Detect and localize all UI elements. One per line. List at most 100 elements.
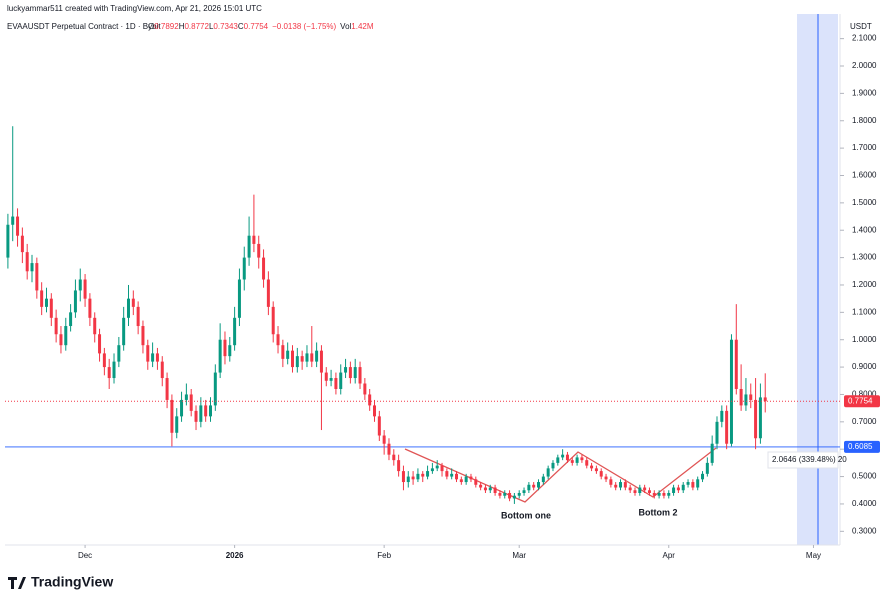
candle-body: [329, 378, 333, 381]
candle-body: [208, 405, 212, 417]
candle-body: [705, 462, 709, 474]
price-label-box: [844, 440, 880, 453]
candle-body: [98, 334, 102, 354]
candle-body: [725, 410, 729, 444]
candle-body: [44, 298, 48, 307]
candle-body: [40, 290, 44, 307]
candle-body: [339, 372, 343, 389]
candle-body: [334, 378, 338, 389]
candle-body: [575, 457, 579, 463]
y-tick-label: 1.6000: [852, 171, 877, 180]
candle-body: [474, 479, 478, 485]
candle-body: [112, 361, 116, 379]
candle-body: [556, 457, 560, 463]
candle-body: [93, 317, 97, 335]
candle-body: [64, 326, 68, 346]
candle-body: [623, 482, 627, 488]
candle-body: [165, 378, 169, 400]
y-tick-label: 1.8000: [852, 116, 877, 125]
candle-body: [701, 473, 705, 480]
candle-body: [614, 484, 618, 488]
legend-item: C: [238, 22, 244, 31]
candle-body: [54, 317, 58, 335]
candle-body: [532, 484, 536, 488]
candle-body: [691, 482, 695, 488]
candle-body: [585, 460, 589, 466]
y-tick-label: 1.2000: [852, 280, 877, 289]
candle-body: [368, 394, 372, 406]
candle-body: [353, 367, 357, 379]
candle-body: [290, 350, 294, 368]
candle-body: [155, 353, 159, 362]
candle-body: [223, 339, 227, 357]
candle-body: [561, 454, 565, 458]
candle-body: [512, 495, 516, 499]
candle-body: [445, 471, 449, 477]
candle-body: [117, 345, 121, 362]
candle-body: [652, 492, 656, 496]
candle-body: [237, 279, 241, 318]
candle-body: [430, 468, 434, 472]
ohlc-legend: O0.7892H0.8772L0.7343C0.7754 −0.0138 (−1.…: [148, 22, 374, 31]
candle-body: [146, 345, 150, 362]
candle-body: [565, 454, 569, 461]
legend-item: L: [209, 22, 214, 31]
candle-body: [696, 479, 700, 488]
y-tick-label: 0.9000: [852, 362, 877, 371]
candle-body: [387, 443, 391, 455]
y-tick-label: 2.0000: [852, 61, 877, 70]
candle-body: [469, 476, 473, 480]
candle-body: [382, 435, 386, 444]
candle-body: [710, 443, 714, 463]
candle-body: [619, 482, 623, 488]
annotation: 2.0646 (339.48%) 20: [772, 455, 847, 464]
author-line: luckyammar511 created with TradingView.c…: [7, 4, 262, 13]
candle-body: [763, 397, 767, 402]
candle-body: [295, 356, 299, 368]
candle-body: [324, 372, 328, 381]
y-tick-label: 0.8000: [852, 390, 877, 399]
candle-body: [647, 490, 651, 493]
candle-body: [729, 339, 733, 444]
candle-body: [483, 487, 487, 491]
candle-body: [276, 334, 280, 346]
candle-body: [257, 243, 261, 258]
candle-body: [594, 468, 598, 472]
candle-body: [397, 460, 401, 472]
candle-body: [305, 353, 309, 362]
candle-body: [392, 454, 396, 461]
candle-body: [537, 482, 541, 488]
candle-body: [25, 252, 29, 272]
candle-body: [35, 263, 39, 291]
candle-body: [300, 356, 304, 362]
candle-body: [247, 235, 251, 258]
candle-body: [233, 317, 237, 346]
measure-box: [767, 451, 839, 469]
candle-body: [455, 473, 459, 480]
candle-body: [319, 350, 323, 373]
symbol-title: EVAAUSDT Perpetual Contract · 1D · Bybit: [7, 22, 161, 31]
candle-body: [580, 457, 584, 461]
x-tick-label: Feb: [377, 551, 391, 560]
candle-body: [377, 416, 381, 436]
candle-body: [83, 279, 87, 299]
candle-body: [421, 473, 425, 477]
candle-body: [676, 487, 680, 491]
candle-body: [715, 421, 719, 444]
candle-body: [638, 487, 642, 493]
candle-body: [643, 487, 647, 491]
candle-body: [604, 476, 608, 480]
candle-body: [194, 410, 198, 422]
candle-body: [493, 487, 497, 493]
candle-body: [88, 298, 92, 318]
candle-body: [546, 468, 550, 477]
candle-body: [503, 492, 507, 496]
price-label: 0.7754: [848, 396, 873, 405]
candle-body: [30, 263, 34, 272]
candle-body: [141, 326, 145, 346]
candle-body: [450, 473, 454, 477]
y-tick-label: 2.1000: [852, 34, 877, 43]
candle-body: [464, 476, 468, 483]
